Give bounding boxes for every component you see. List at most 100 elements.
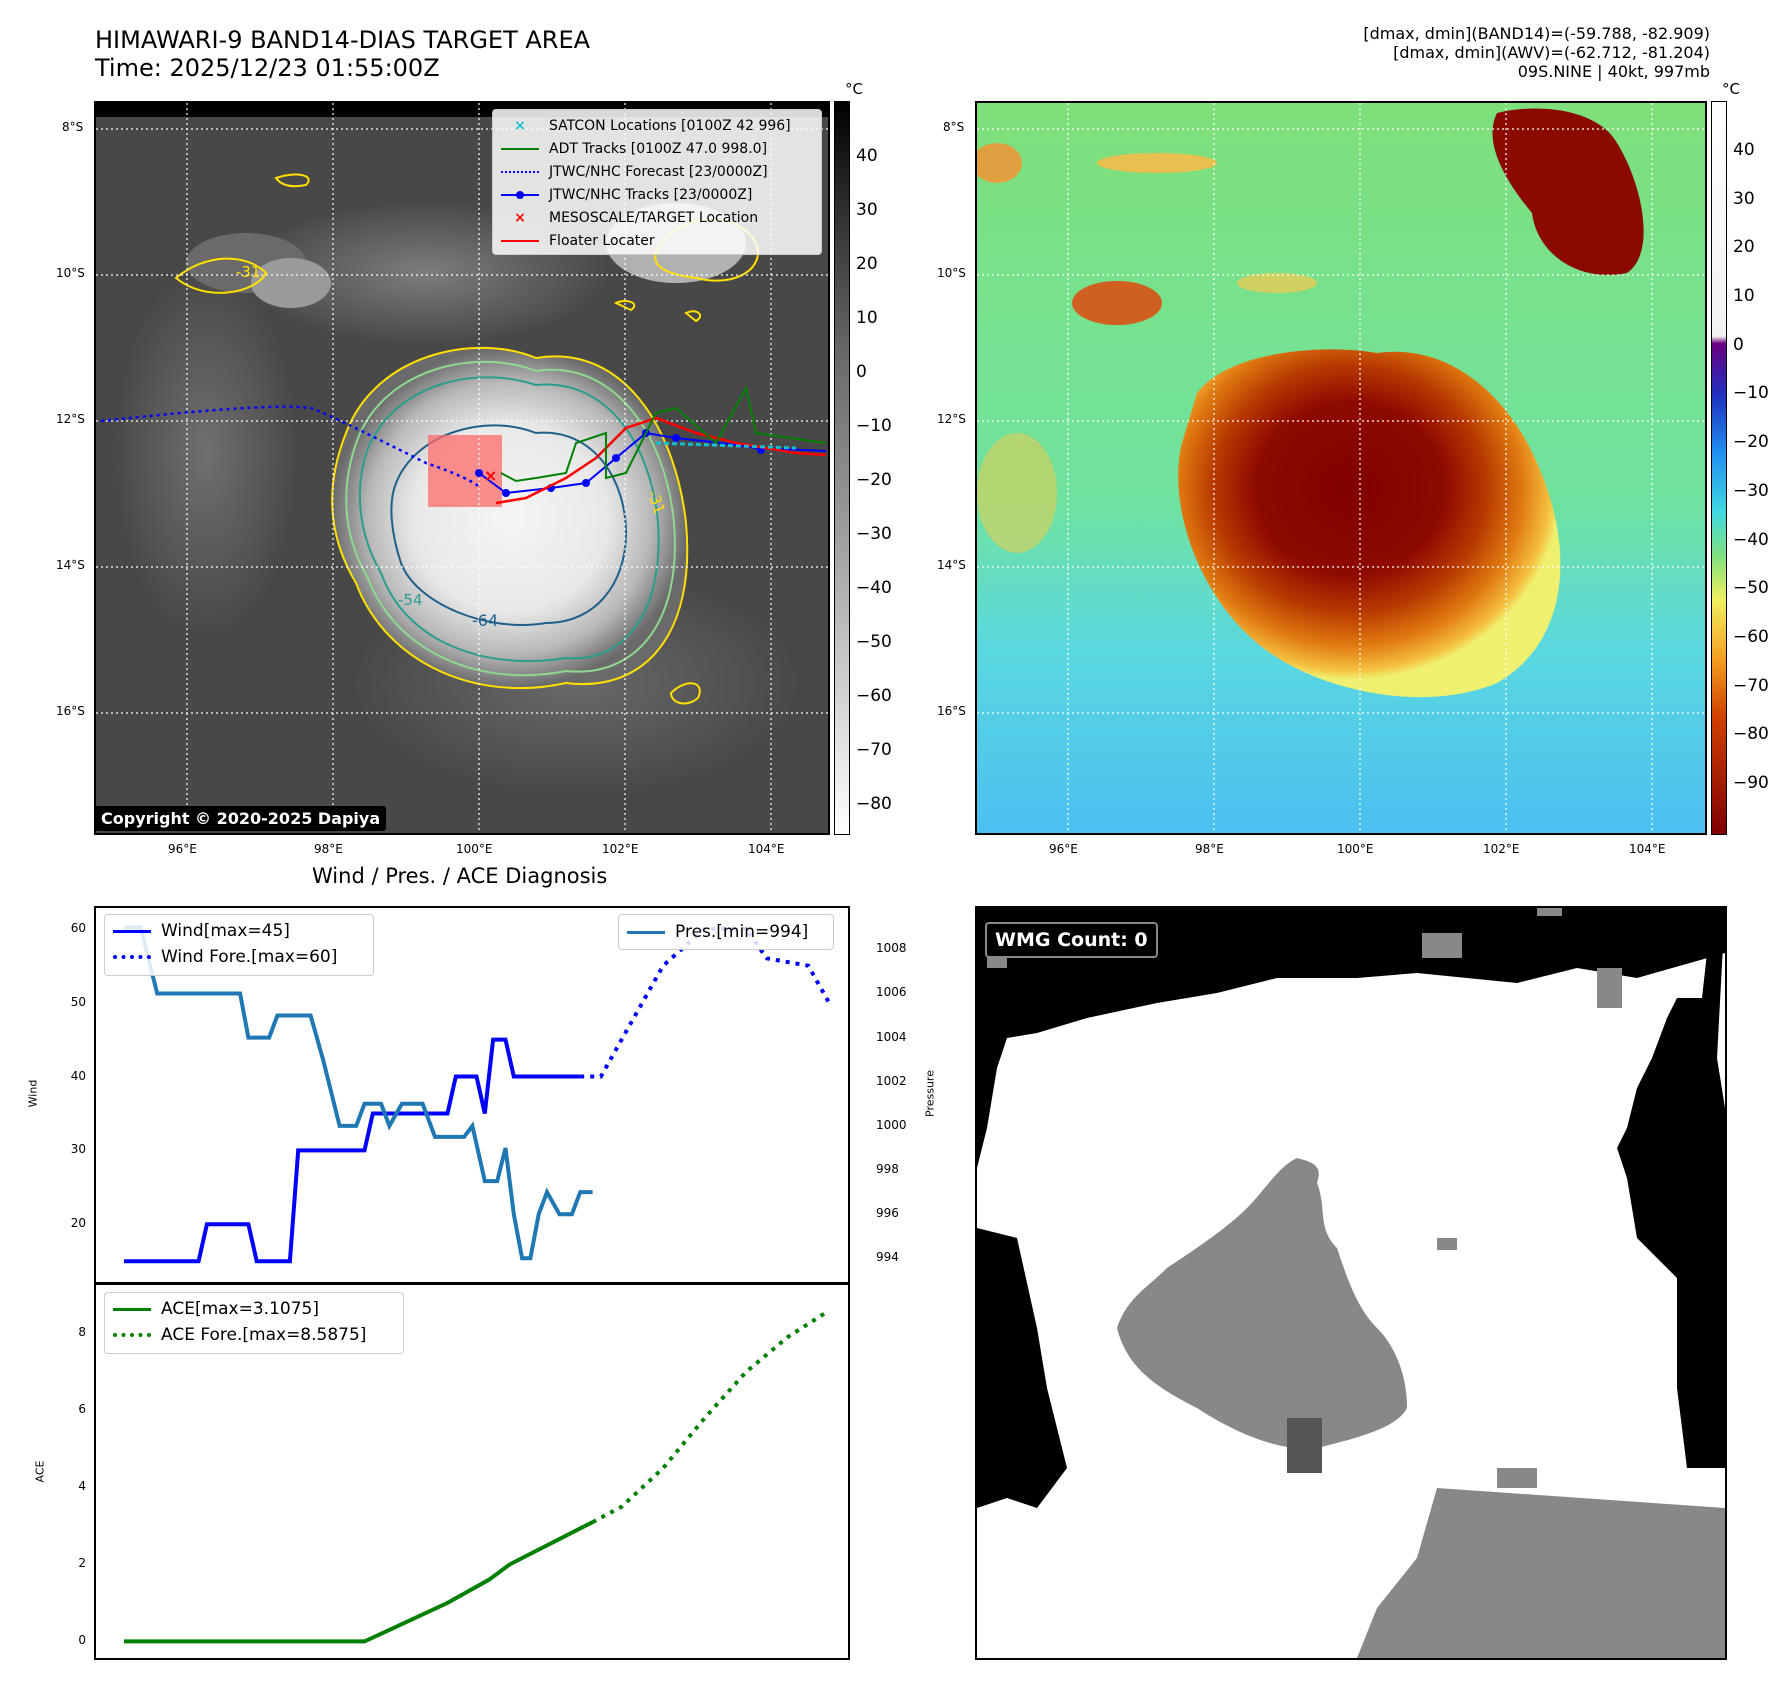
info-line-1: [dmax, dmin](BAND14)=(-59.788, -82.909)	[1363, 24, 1710, 43]
figure-title: HIMAWARI-9 BAND14-DIAS TARGET AREA Time:…	[95, 26, 590, 82]
lon-label: 100°E	[456, 842, 493, 856]
ace-tick-label: 0	[78, 1633, 86, 1648]
satcon-track	[655, 441, 797, 450]
wind-tick-label: 20	[70, 1216, 86, 1231]
x-icon: ×	[514, 209, 526, 226]
lon-label: 98°E	[1195, 842, 1224, 856]
storm-core	[1178, 349, 1561, 698]
figure-info: [dmax, dmin](BAND14)=(-59.788, -82.909) …	[1363, 24, 1710, 81]
lat-label: 14°S	[56, 558, 85, 572]
legend-wind-forecast: Wind Fore.[max=60]	[113, 944, 365, 970]
cbar-tick: −20	[856, 470, 892, 490]
dotted-line-icon	[501, 170, 539, 173]
adt-track	[500, 385, 827, 483]
wind-tick-label: 60	[70, 920, 86, 935]
info-line-2: [dmax, dmin](AWV)=(-62.712, -81.204)	[1393, 43, 1710, 62]
color-imagery	[977, 103, 1705, 833]
pressure-legend: Pres.[min=994]	[618, 914, 834, 950]
lat-label: 16°S	[937, 704, 966, 718]
cbar-tick: −10	[856, 416, 892, 436]
cbar-tick: 10	[856, 308, 878, 328]
ir-colorbar-unit: °C	[845, 80, 863, 98]
pressure-tick-label: 1002	[876, 1073, 907, 1088]
x-icon: ×	[514, 117, 526, 134]
legend-mesoscale: × MESOSCALE/TARGET Location	[501, 206, 813, 229]
pressure-tick-label: 996	[876, 1206, 899, 1221]
line-icon	[501, 147, 539, 150]
contour-yellow	[331, 346, 689, 690]
lat-label: 8°S	[62, 120, 84, 134]
cbar-tick: −80	[856, 794, 892, 814]
ace-forecast-line	[591, 1308, 831, 1524]
legend-floater: Floater Locater	[501, 229, 813, 252]
lat-label: 14°S	[937, 558, 966, 572]
cbar-tick: −50	[1733, 578, 1769, 598]
wmg-panel	[975, 906, 1727, 1660]
wmg-imagery	[977, 908, 1725, 1658]
floater-track	[495, 416, 827, 505]
wind-axis-title: Wind	[26, 1079, 40, 1108]
color-colorbar	[1711, 101, 1727, 835]
color-enhanced-panel	[975, 101, 1707, 835]
lat-label: 12°S	[56, 412, 85, 426]
contour-teal	[358, 376, 660, 662]
cbar-tick: 20	[856, 254, 878, 274]
copyright-badge: Copyright © 2020-2025 Dapiya	[95, 806, 387, 831]
wind-tick-label: 50	[70, 994, 86, 1009]
lat-label: 12°S	[937, 412, 966, 426]
line-icon	[627, 930, 665, 934]
lat-label: 8°S	[943, 120, 965, 134]
northeast-cloud-cluster	[1492, 108, 1644, 275]
contour-dark-blue	[390, 424, 628, 626]
cbar-tick: −90	[1733, 773, 1769, 793]
pressure-tick-label: 998	[876, 1162, 899, 1177]
ace-tick-label: 8	[78, 1325, 86, 1340]
legend-jtwc-forecast: JTWC/NHC Forecast [23/0000Z]	[501, 160, 813, 183]
ace-legend: ACE[max=3.1075] ACE Fore.[max=8.5875]	[104, 1292, 404, 1354]
pressure-line	[124, 925, 593, 1261]
lon-label: 96°E	[168, 842, 197, 856]
ace-tick-label: 4	[78, 1479, 86, 1494]
ace-axis-title: ACE	[33, 1460, 47, 1483]
wind-line	[124, 1037, 581, 1264]
mesoscale-target-box	[428, 435, 502, 507]
wmg-count-badge: WMG Count: 0	[985, 922, 1158, 958]
color-gridlines	[977, 103, 1705, 833]
cbar-tick: 10	[1733, 286, 1755, 306]
title-line-1: HIMAWARI-9 BAND14-DIAS TARGET AREA	[95, 26, 591, 54]
cbar-tick: 20	[1733, 237, 1755, 257]
cbar-tick: −70	[1733, 676, 1769, 696]
legend-adt: ADT Tracks [0100Z 47.0 998.0]	[501, 137, 813, 160]
cbar-tick: 30	[1733, 189, 1755, 209]
cbar-tick: 30	[856, 200, 878, 220]
lon-label: 102°E	[602, 842, 639, 856]
mesoscale-marker: ×	[484, 466, 497, 485]
info-line-3: 09S.NINE | 40kt, 997mb	[1517, 62, 1710, 81]
wind-tick-label: 40	[70, 1068, 86, 1083]
contour-label-4: -64	[472, 611, 499, 630]
contour-label-1: -31	[236, 263, 261, 281]
cbar-tick: 0	[856, 362, 867, 382]
legend-ace: ACE[max=3.1075]	[113, 1296, 395, 1322]
ir-colorbar	[834, 101, 850, 835]
cbar-tick: −40	[1733, 530, 1769, 550]
title-line-2: Time: 2025/12/23 01:55:00Z	[95, 54, 440, 82]
lon-label: 96°E	[1049, 842, 1078, 856]
legend-pressure: Pres.[min=994]	[627, 918, 825, 946]
cbar-tick: −20	[1733, 432, 1769, 452]
ace-line	[124, 1520, 594, 1644]
diagnosis-title: Wind / Pres. / ACE Diagnosis	[312, 864, 608, 888]
line-icon	[113, 1307, 151, 1311]
cbar-tick: −30	[1733, 481, 1769, 501]
ir-colorbar-ticks: 40 30 20 10 0 −10 −20 −30 −40 −50 −60 −7…	[856, 0, 896, 900]
jtwc-forecast-track	[100, 405, 480, 488]
pressure-tick-label: 1004	[876, 1029, 907, 1044]
cbar-tick: −40	[856, 578, 892, 598]
lon-label: 102°E	[1483, 842, 1520, 856]
dotted-line-icon	[113, 955, 151, 959]
wind-tick-label: 30	[70, 1142, 86, 1157]
lon-label: 104°E	[1629, 842, 1666, 856]
wind-legend: Wind[max=45] Wind Fore.[max=60]	[104, 914, 374, 976]
pressure-tick-label: 994	[876, 1250, 899, 1265]
color-colorbar-unit: °C	[1722, 80, 1740, 98]
